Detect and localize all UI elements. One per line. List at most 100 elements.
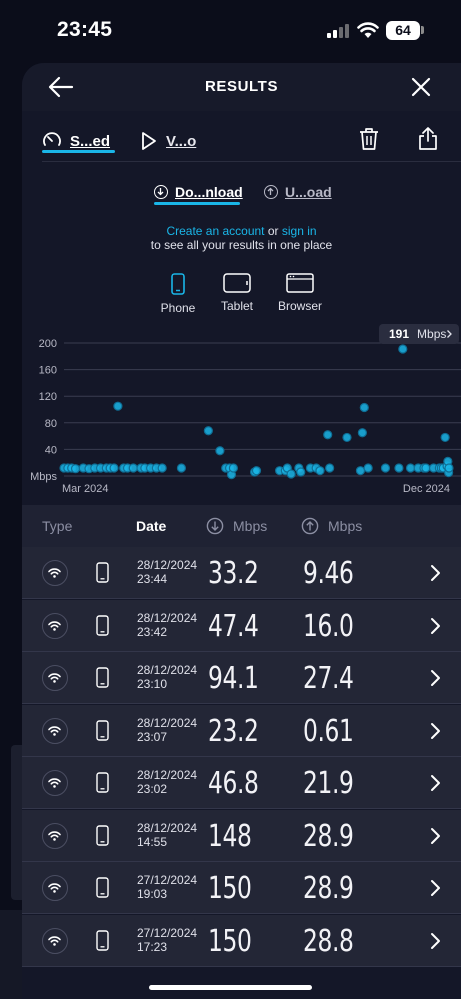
result-datetime: 28/12/2024 14:55 (137, 821, 197, 849)
sign-in-link[interactable]: sign in (281, 224, 317, 238)
chart-point[interactable] (444, 463, 454, 473)
chart-point[interactable] (215, 446, 225, 456)
chart-point[interactable] (128, 463, 138, 473)
wifi-status-icon (357, 22, 379, 38)
account-prompt-subtext: to see all your results in one place (150, 238, 333, 252)
y-tick-label: 200 (39, 338, 57, 350)
result-date: 28/12/2024 (137, 820, 198, 835)
chart-point[interactable] (228, 463, 238, 473)
chart-point[interactable] (440, 432, 450, 443)
result-row[interactable]: 28/12/2024 23:44 33.2 9.46 (22, 547, 461, 599)
chart-point[interactable] (325, 463, 335, 473)
chart-point[interactable] (296, 467, 306, 477)
phone-icon (96, 772, 109, 793)
phone-icon (96, 667, 109, 688)
result-time: 14:55 (137, 834, 168, 849)
tab-speed[interactable]: S...ed (42, 126, 110, 156)
chart-point[interactable] (342, 432, 352, 443)
chart-point[interactable] (286, 469, 296, 479)
chart-point[interactable] (398, 344, 408, 354)
chart-point[interactable] (323, 430, 333, 440)
device-filter-browser[interactable]: Browser (270, 273, 330, 313)
tab-speed-label: S...ed (70, 132, 111, 150)
chart-point[interactable] (113, 401, 123, 411)
create-account-link[interactable]: Create an account (166, 224, 265, 238)
chart-point[interactable] (363, 463, 373, 473)
chart-point[interactable] (405, 463, 416, 473)
result-upload-value: 27.4 (303, 661, 354, 696)
chart-tooltip[interactable]: 191 Mbps (379, 324, 459, 344)
device-filter-tablet[interactable]: Tablet (207, 273, 267, 313)
chart-point[interactable] (251, 466, 262, 476)
wifi-connection-icon (42, 822, 68, 849)
chart-point[interactable] (109, 463, 119, 473)
result-upload-value: 28.9 (303, 871, 354, 906)
result-row[interactable]: 27/12/2024 17:23 150 28.8 (22, 914, 461, 967)
chevron-right-icon (447, 330, 452, 338)
result-upload-value: 21.9 (303, 766, 354, 801)
download-arrow-icon (154, 185, 168, 199)
result-date: 28/12/2024 (137, 768, 198, 782)
chart-point[interactable] (394, 463, 404, 473)
wifi-connection-icon (42, 770, 68, 796)
result-upload-value: 28.8 (303, 923, 354, 959)
back-arrow-icon[interactable] (46, 74, 76, 100)
header: RESULTS (22, 63, 461, 111)
result-upload-value: 9.46 (303, 556, 354, 591)
speed-history-chart[interactable]: 40 80 120 160 200 Mbps Mar 2024 Dec 2024 (22, 333, 461, 503)
subtab-download-label: Do...nload (175, 184, 243, 200)
result-time: 19:03 (137, 887, 168, 901)
chart-point[interactable] (176, 463, 187, 473)
chart-point[interactable] (203, 426, 213, 436)
result-upload-value: 16.0 (303, 608, 354, 644)
phone-icon (96, 877, 109, 898)
tooltip-unit: Mbps (417, 327, 447, 341)
result-row[interactable]: 28/12/2024 14:55 148 28.9 (22, 809, 461, 862)
chart-point[interactable] (421, 463, 431, 473)
trash-icon[interactable] (358, 127, 380, 151)
subtab-upload[interactable]: U...oad (264, 181, 332, 203)
chart-point[interactable] (315, 466, 325, 476)
wifi-connection-icon (42, 927, 68, 954)
chevron-right-icon (431, 880, 440, 896)
chart-point[interactable] (70, 464, 81, 474)
subtab-download[interactable]: Do...nload (154, 181, 243, 203)
chevron-right-icon (431, 670, 440, 686)
tab-video[interactable]: V...o (140, 126, 196, 156)
share-icon[interactable] (418, 126, 438, 150)
x-tick-label: Dec 2024 (403, 483, 450, 495)
result-download-value: 148 (208, 818, 252, 854)
device-filter-phone[interactable]: Phone (148, 273, 208, 315)
result-time: 17:23 (137, 939, 168, 954)
chart-point[interactable] (357, 428, 367, 438)
result-row[interactable]: 28/12/2024 23:10 94.1 27.4 (22, 652, 461, 704)
device-phone-label: Phone (160, 301, 196, 315)
tab-active-indicator (42, 150, 115, 153)
result-row[interactable]: 27/12/2024 19:03 150 28.9 (22, 862, 461, 914)
phone-icon (171, 273, 185, 295)
chart-point[interactable] (380, 463, 391, 473)
chart-point[interactable] (355, 466, 366, 476)
result-datetime: 28/12/2024 23:02 (137, 768, 197, 796)
result-row[interactable]: 28/12/2024 23:42 47.4 16.0 (22, 599, 461, 652)
y-axis-label: Mbps (30, 471, 57, 483)
result-time: 23:42 (137, 624, 168, 639)
column-date[interactable]: Date (136, 518, 167, 534)
close-icon[interactable] (409, 75, 433, 99)
result-row[interactable]: 28/12/2024 23:02 46.8 21.9 (22, 757, 461, 809)
chart-point[interactable] (157, 463, 167, 473)
results-sheet: RESULTS S...ed V...o Do...nload (22, 63, 461, 999)
phone-icon (96, 562, 109, 583)
results-list-header: Type Date Mbps Mbps (22, 505, 461, 547)
chevron-right-icon (431, 827, 440, 844)
chart-point[interactable] (359, 402, 369, 413)
result-download-value: 150 (208, 871, 252, 906)
result-row[interactable]: 28/12/2024 23:07 23.2 0.61 (22, 704, 461, 757)
result-time: 23:44 (137, 572, 168, 586)
battery-tip (421, 26, 424, 34)
phone-icon (96, 824, 109, 846)
status-time: 23:45 (57, 18, 113, 41)
result-datetime: 28/12/2024 23:42 (137, 611, 197, 639)
account-prompt: Create an account or sign in (22, 224, 461, 238)
upload-column-icon (301, 517, 319, 535)
